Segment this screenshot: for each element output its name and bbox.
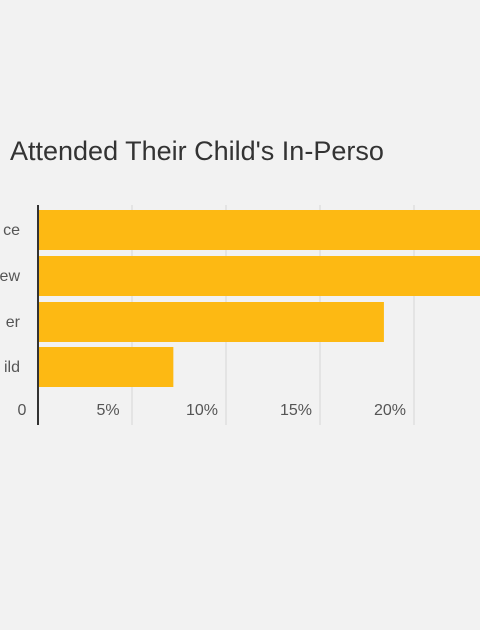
y-tick-label: ce — [3, 222, 20, 239]
bar — [38, 210, 480, 250]
bar — [38, 347, 174, 387]
y-tick-label: er — [6, 314, 21, 331]
x-tick-label: 10% — [186, 402, 218, 419]
y-tick-label: ild — [4, 359, 20, 376]
chart-title: Attended Their Child's In-Perso — [10, 136, 384, 166]
x-tick-label: 0 — [18, 402, 27, 419]
x-tick-label: 5% — [96, 402, 119, 419]
x-tick-label: 20% — [374, 402, 406, 419]
y-tick-label: ew — [0, 268, 20, 285]
bar — [38, 256, 480, 296]
x-tick-label: 15% — [280, 402, 312, 419]
bar — [38, 302, 384, 342]
